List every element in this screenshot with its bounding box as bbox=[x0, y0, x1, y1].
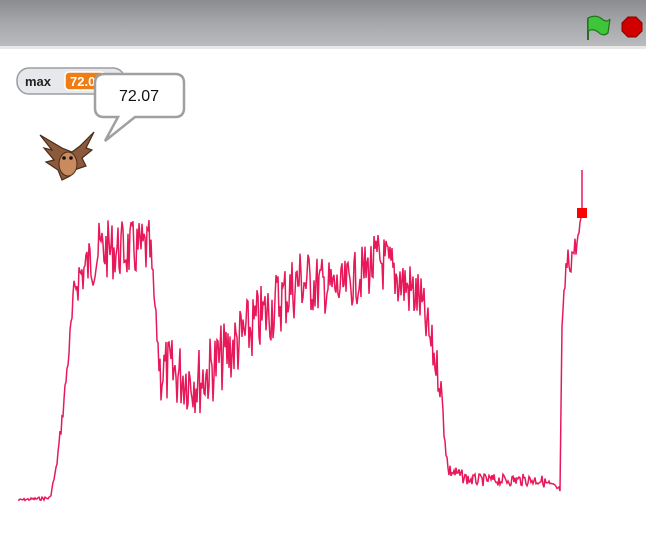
pen-cursor bbox=[577, 208, 587, 218]
green-flag[interactable] bbox=[587, 15, 611, 40]
pen-trace bbox=[17, 170, 583, 502]
monitor-label: max bbox=[25, 74, 52, 89]
toolbar-edge bbox=[0, 46, 646, 49]
bubble-text: 72.07 bbox=[119, 88, 159, 105]
pen-line bbox=[17, 170, 583, 502]
bat-sprite bbox=[39, 131, 95, 181]
speech-bubble: 72.07 bbox=[93, 72, 186, 142]
toolbar bbox=[0, 0, 646, 46]
stop-button[interactable] bbox=[621, 16, 643, 38]
